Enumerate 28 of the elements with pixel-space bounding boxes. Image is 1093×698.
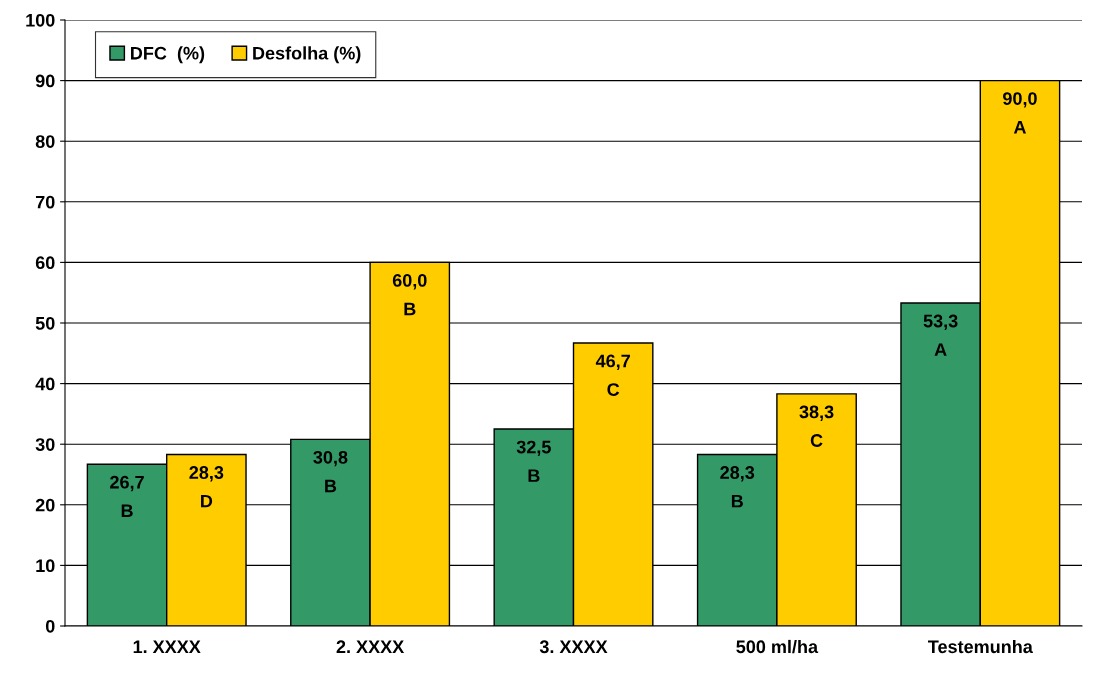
y-tick-label: 100	[26, 13, 55, 27]
y-tick-label: 0	[45, 619, 55, 633]
y-tick-label: 30	[35, 438, 55, 451]
data-label: 60,0 B	[392, 273, 427, 316]
y-tick-label: 10	[36, 559, 55, 573]
data-label: 30,8 B	[313, 450, 348, 493]
data-label: 28,3 D	[189, 466, 224, 508]
data-label: 28,3 B	[720, 466, 755, 508]
data-label: 32,5 B	[516, 440, 551, 482]
y-tick-label: 20	[35, 498, 55, 512]
y-tick-label: 50	[35, 316, 55, 330]
x-tick-label: 2. XXXX	[336, 640, 405, 653]
y-tick-label: 40	[35, 377, 55, 391]
data-label: 90,0 A	[1003, 92, 1037, 134]
legend-label: DFC (%)	[131, 46, 205, 64]
x-tick-label: 3. XXXX	[539, 640, 608, 654]
x-tick-label: 1. XXXX	[133, 640, 201, 653]
legend-label: Desfolha (%)	[253, 46, 361, 64]
y-tick-label: 90	[35, 74, 55, 88]
data-label: 26,7 B	[110, 475, 144, 517]
data-label: 53,3 A	[923, 314, 958, 356]
data-label: 38,3 C	[799, 405, 834, 447]
x-tick-label: Testemunha	[928, 639, 1033, 654]
x-tick-label: 500 ml/ha	[736, 639, 819, 654]
y-tick-label: 80	[35, 135, 55, 148]
y-tick-label: 70	[35, 195, 55, 209]
data-label: 46,7 C	[595, 354, 630, 396]
y-tick-label: 60	[35, 256, 55, 270]
